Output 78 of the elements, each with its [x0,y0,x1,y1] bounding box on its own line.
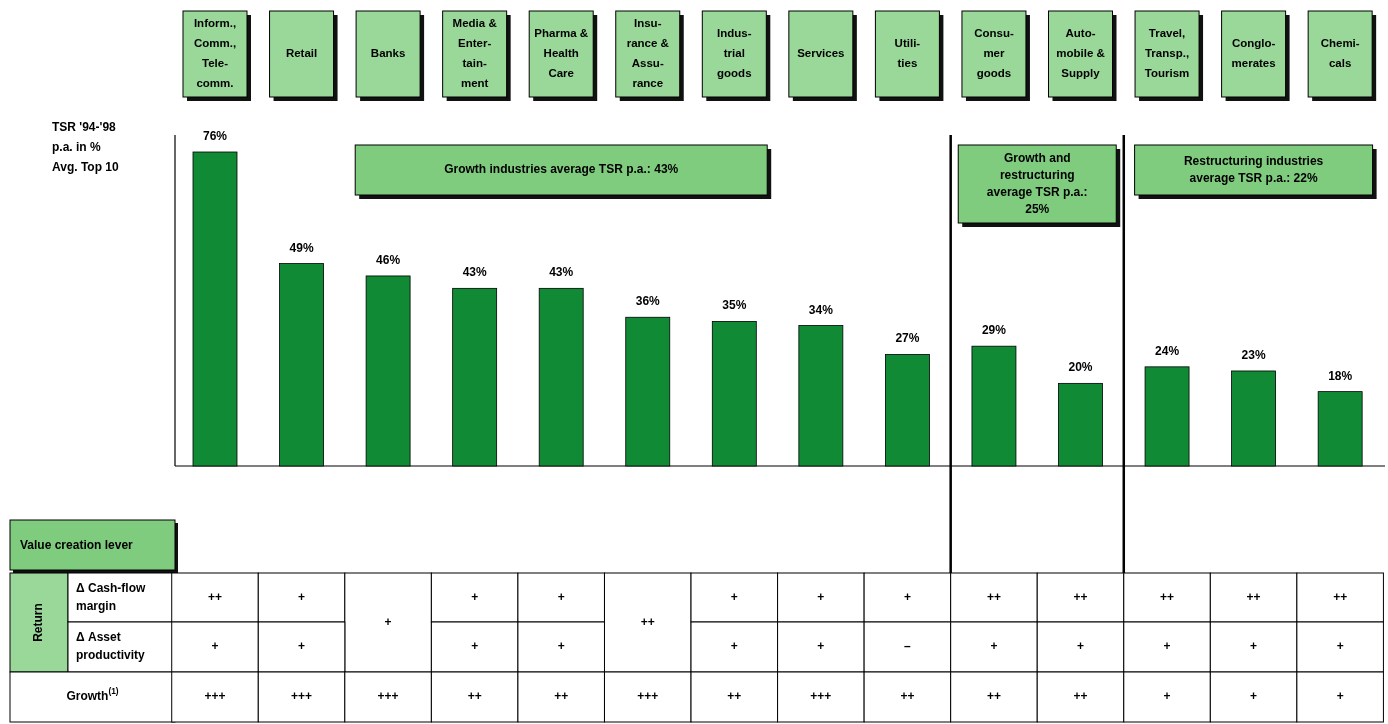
text: ++ [640,614,655,629]
text: + [1336,689,1344,704]
text: +++ [810,689,832,704]
text: + [1163,689,1171,704]
data-label: 24% [1155,343,1180,358]
text: + [557,639,565,654]
text: ++ [1160,589,1175,604]
data-label: 20% [1068,360,1093,375]
text: +++ [204,689,226,704]
x-tick-label: Inform., Comm., Tele-comm. [193,17,237,90]
category-label: Δ Cash-flow margin [76,580,146,613]
data-label: 34% [808,302,834,317]
y-axis-title: TSR '94-'98 p.a. in % Avg. Top 10 [52,120,119,175]
text: – [904,639,911,654]
annotation: Growth and restructuring average TSR p.a.: 25% [986,150,1088,216]
x-tick-label: Chemi-cals [1320,37,1360,70]
x-tick-label: Banks [370,47,406,60]
data-label: 46% [376,252,401,267]
text: ++ [1073,689,1088,704]
text: + [384,614,392,629]
x-tick-label: Services [797,47,845,60]
text: ++ [207,589,223,604]
category-label: Δ Asset productivity [76,630,145,663]
text: + [557,589,565,604]
x-tick-label: Travel, Transp., Tourism [1144,27,1190,80]
text: ++ [1246,589,1261,604]
x-tick-label: Retail [285,47,318,60]
text: + [298,589,306,604]
text: +++ [377,689,399,704]
text: Return [31,603,46,642]
x-tick-label: Auto-mobile & Supply [1056,27,1105,80]
annotation: Growth industries average TSR p.a.: 43% [444,162,679,177]
category-label: Growth$^{(1)}$ [66,686,119,704]
text: +++ [291,689,313,704]
text: ++ [1073,589,1088,604]
x-tick-label: Media & Enter-tain-ment [452,17,497,90]
text: + [817,639,825,654]
text: ++ [986,589,1001,604]
text: + [990,639,998,654]
data-label: 49% [289,240,314,255]
text: + [471,589,479,604]
text: ++ [986,689,1001,704]
text: + [1163,639,1171,654]
data-label: 18% [1328,368,1353,383]
data-label: 76% [202,129,228,143]
text: ++ [900,689,915,704]
data-label: 29% [981,323,1007,338]
annotation: Restructuring industries average TSR p.a.: 22% [1183,153,1324,185]
data-label: 35% [722,298,747,313]
data-label: 43% [462,265,487,280]
text: +++ [637,689,659,704]
text: ++ [1333,589,1348,604]
text: + [817,589,825,604]
data-label: 36% [635,294,661,309]
x-tick-label: Conglo-merates [1231,37,1276,70]
x-tick-label: Pharma & Health Care [534,27,589,80]
text: + [730,639,738,654]
text: + [471,639,479,654]
text: Value creation lever [20,538,134,553]
text: ++ [554,689,569,704]
text: ++ [727,689,742,704]
data-label: 43% [549,265,574,280]
x-tick-label: Indus-trial goods [717,27,752,80]
text: + [1250,639,1258,654]
callout-box: Restructuring industries average TSR p.a.: 22% [1134,144,1377,199]
x-tick-label: Insu-rance & Assu-rance [626,17,669,90]
data-label: 27% [895,331,920,346]
text: + [1076,639,1085,654]
data-label: 23% [1241,347,1266,362]
text: + [298,639,306,654]
x-tick-label: Consu-mer goods [974,27,1014,80]
text: + [1336,639,1344,654]
text: + [211,639,219,654]
text: + [730,589,738,604]
text: + [1250,689,1258,704]
text: ++ [467,689,482,704]
text: + [903,589,911,604]
x-tick-label: Utili-ties [894,37,921,70]
